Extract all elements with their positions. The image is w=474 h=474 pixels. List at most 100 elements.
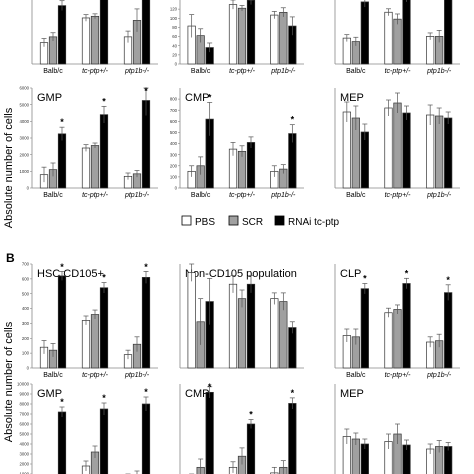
- bar-scr: [393, 309, 402, 369]
- y-tick-label: 100: [170, 174, 178, 179]
- bar-scr: [435, 115, 444, 189]
- legend-swatch-scr: [228, 215, 239, 226]
- bar-rnai-tc-ptp: [99, 408, 109, 474]
- bar-pbs: [81, 17, 91, 65]
- bar-rnai-tc-ptp: [141, 403, 151, 474]
- category-label: Balb/c: [346, 68, 366, 75]
- legend-swatch-rnai: [274, 215, 285, 226]
- bar-rnai-tc-ptp: [360, 288, 369, 369]
- y-tick-label: 0: [175, 62, 178, 67]
- category-label: Balb/c: [346, 192, 366, 199]
- significance-star: *: [144, 86, 148, 96]
- legend-swatch-pbs: [181, 215, 192, 226]
- category-label: tc-ptp+/-: [229, 192, 256, 199]
- y-tick-label: 500: [170, 130, 178, 135]
- bar-pbs: [81, 320, 91, 369]
- category-label: ptp1b-/-: [124, 372, 150, 379]
- y-tick-label: 600: [170, 119, 178, 124]
- y-tick-label: 700: [22, 262, 30, 267]
- y-tick-label: 400: [22, 306, 30, 311]
- bar-rnai-tc-ptp: [246, 283, 256, 369]
- category-label: ptp1b-/-: [270, 68, 296, 75]
- bar-rnai-tc-ptp: [57, 275, 67, 369]
- y-axis-title-a: Absolute number of cells: [3, 107, 15, 228]
- bar-pbs: [228, 4, 238, 65]
- bar-pbs: [384, 107, 393, 189]
- category-label: tc-ptp+/-: [385, 68, 412, 75]
- panel-title: CLP: [340, 268, 361, 280]
- y-tick-label: 5000: [19, 102, 29, 107]
- y-tick-label: 6000: [19, 422, 29, 427]
- category-label: Balb/c: [43, 192, 63, 199]
- chart-b-noncd105: Non-CD105 population: [179, 263, 304, 369]
- y-tick-label: 60: [172, 34, 177, 39]
- bar-pbs: [426, 36, 435, 65]
- category-label: tc-ptp+/-: [385, 372, 412, 379]
- bar-scr: [90, 145, 100, 189]
- category-label: Balb/c: [346, 372, 366, 379]
- category-label: ptp1b-/-: [426, 372, 452, 379]
- y-tick-label: 1000: [19, 472, 29, 474]
- y-tick-label: 100: [22, 351, 30, 356]
- y-tick-label: 1000: [19, 169, 29, 174]
- bar-pbs: [270, 298, 279, 369]
- category-label: ptp1b-/-: [124, 68, 150, 75]
- bar-rnai-tc-ptp: [402, 283, 411, 369]
- y-tick-label: 200: [22, 336, 30, 341]
- panel-title: CMP: [185, 388, 209, 400]
- significance-star: *: [102, 393, 106, 403]
- significance-star: *: [60, 262, 64, 272]
- chart-b-cmp: CMP***: [179, 382, 297, 474]
- legend-label-rnai: RNAi tc-ptp: [288, 217, 340, 228]
- y-tick-label: 20: [172, 52, 177, 57]
- bar-rnai-tc-ptp: [246, 423, 256, 474]
- significance-star: *: [102, 96, 106, 106]
- bar-rnai-tc-ptp: [57, 5, 67, 65]
- category-label: ptp1b-/-: [270, 192, 296, 199]
- y-tick-label: 9000: [19, 392, 29, 397]
- bar-rnai-tc-ptp: [444, 0, 453, 65]
- y-tick-label: 300: [22, 321, 30, 326]
- y-tick-label: 200: [170, 163, 178, 168]
- bar-pbs: [342, 111, 351, 189]
- bar-scr: [237, 298, 247, 369]
- panel-title: CMP: [185, 92, 209, 104]
- category-label: tc-ptp+/-: [82, 372, 109, 379]
- bar-pbs: [187, 272, 196, 369]
- significance-star: *: [60, 117, 64, 127]
- significance-star: *: [249, 410, 253, 420]
- bar-scr: [90, 15, 100, 65]
- bar-scr: [393, 18, 402, 65]
- bar-pbs: [384, 11, 393, 65]
- y-tick-label: 800: [170, 97, 178, 102]
- bar-rnai-tc-ptp: [444, 446, 453, 474]
- bar-pbs: [426, 114, 435, 189]
- bar-rnai-tc-ptp: [57, 133, 67, 189]
- legend-label-scr: SCR: [242, 217, 263, 228]
- bar-rnai-tc-ptp: [402, 0, 411, 65]
- bar-pbs: [81, 147, 91, 189]
- bar-rnai-tc-ptp: [99, 0, 109, 65]
- bar-rnai-tc-ptp: [141, 277, 151, 369]
- legend-label-pbs: PBS: [195, 217, 215, 228]
- bar-pbs: [270, 14, 279, 65]
- panel-title: HSC CD105+: [37, 268, 104, 280]
- significance-star: *: [405, 268, 409, 278]
- y-tick-label: 600: [22, 276, 30, 281]
- chart-b-mep: MEP: [334, 384, 453, 474]
- category-label: ptp1b-/-: [124, 192, 150, 199]
- y-tick-label: 100: [170, 16, 178, 21]
- y-tick-label: 2000: [19, 152, 29, 157]
- bar-scr: [279, 11, 288, 65]
- chart-a-mep: MEP Balb/c tc-ptp+/- ptp1b-/-: [334, 88, 460, 199]
- y-tick-label: 40: [172, 43, 177, 48]
- panel-title: MEP: [340, 92, 364, 104]
- y-tick-label: 8000: [19, 402, 29, 407]
- bar-rnai-tc-ptp: [444, 292, 453, 369]
- category-label: Balb/c: [191, 68, 211, 75]
- bar-scr: [90, 314, 100, 369]
- y-tick-label: 400: [170, 141, 178, 146]
- y-tick-label: 3000: [19, 136, 29, 141]
